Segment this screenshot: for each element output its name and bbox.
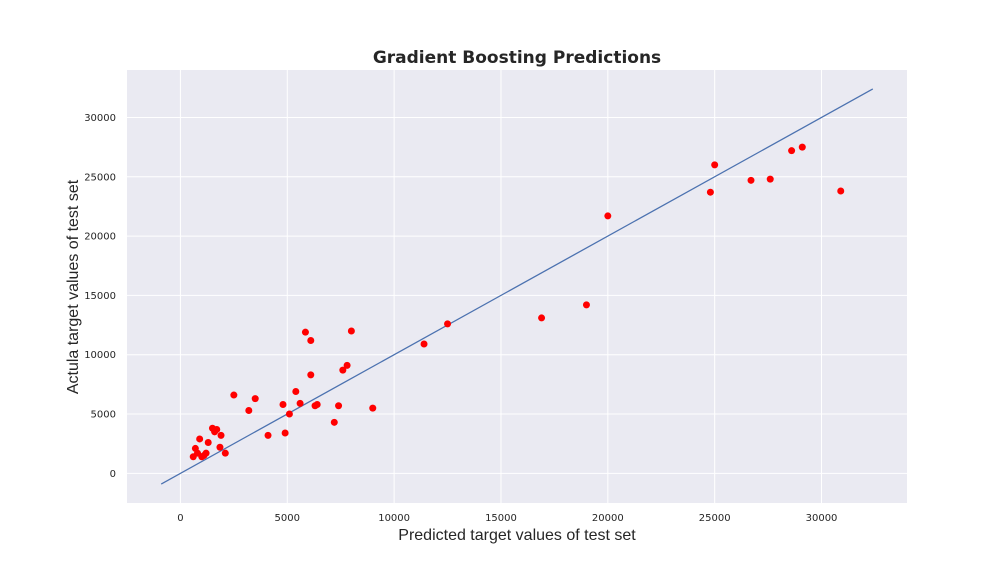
- x-tick-label: 20000: [592, 513, 624, 524]
- x-tick-label: 30000: [806, 513, 838, 524]
- y-tick-labels: 0 5000 10000 15000 20000 25000 30000: [84, 113, 116, 480]
- scatter-point: [347, 327, 355, 335]
- x-tick-label: 5000: [275, 513, 300, 524]
- scatter-point: [313, 401, 321, 409]
- scatter-point: [281, 429, 289, 437]
- scatter-point: [330, 418, 338, 426]
- x-tick-label: 15000: [485, 513, 517, 524]
- y-tick-label: 20000: [84, 232, 116, 243]
- scatter-point: [230, 391, 238, 399]
- y-tick-label: 5000: [91, 410, 116, 421]
- y-tick-label: 25000: [84, 172, 116, 183]
- scatter-point: [444, 320, 452, 328]
- scatter-point: [788, 147, 796, 155]
- chart-title: Gradient Boosting Predictions: [373, 48, 661, 68]
- x-tick-label: 25000: [699, 513, 731, 524]
- scatter-point: [369, 404, 377, 412]
- scatter-point: [279, 401, 287, 409]
- y-tick-label: 0: [110, 469, 116, 480]
- scatter-point: [420, 340, 428, 348]
- x-tick-label: 0: [177, 513, 183, 524]
- data-points: [189, 143, 845, 461]
- scatter-point: [285, 410, 293, 418]
- x-tick-label: 10000: [378, 513, 410, 524]
- scatter-point: [202, 449, 210, 457]
- scatter-point: [706, 188, 714, 196]
- scatter-point: [837, 187, 845, 195]
- y-tick-label: 10000: [84, 350, 116, 361]
- scatter-point: [604, 212, 612, 220]
- scatter-point: [296, 399, 304, 407]
- y-tick-label: 30000: [84, 113, 116, 124]
- scatter-point: [343, 361, 351, 369]
- scatter-point: [196, 435, 204, 443]
- scatter-point: [264, 431, 272, 439]
- scatter-point: [301, 328, 309, 336]
- scatter-point: [204, 438, 212, 446]
- scatter-point: [216, 443, 224, 451]
- scatter-point: [582, 301, 590, 309]
- scatter-point: [339, 366, 347, 374]
- scatter-point: [213, 425, 221, 433]
- scatter-point: [538, 314, 546, 322]
- scatter-point: [307, 371, 315, 379]
- scatter-point: [711, 161, 719, 169]
- x-axis-title: Predicted target values of test set: [398, 527, 636, 544]
- y-axis-title: Actula target values of test set: [65, 179, 82, 394]
- scatter-point: [307, 336, 315, 344]
- scatter-point: [251, 395, 259, 403]
- scatter-point: [221, 449, 229, 457]
- gridlines: [127, 70, 907, 503]
- x-tick-labels: 0 5000 10000 15000 20000 25000 30000: [177, 513, 837, 524]
- reference-diagonal-line: [160, 88, 874, 485]
- scatter-point: [766, 175, 774, 183]
- y-tick-label: 15000: [84, 291, 116, 302]
- scatter-point: [245, 406, 253, 414]
- scatter-point: [217, 431, 225, 439]
- scatter-point: [335, 402, 343, 410]
- scatter-point: [747, 176, 755, 184]
- scatter-point: [292, 387, 300, 395]
- scatter-point: [798, 143, 806, 151]
